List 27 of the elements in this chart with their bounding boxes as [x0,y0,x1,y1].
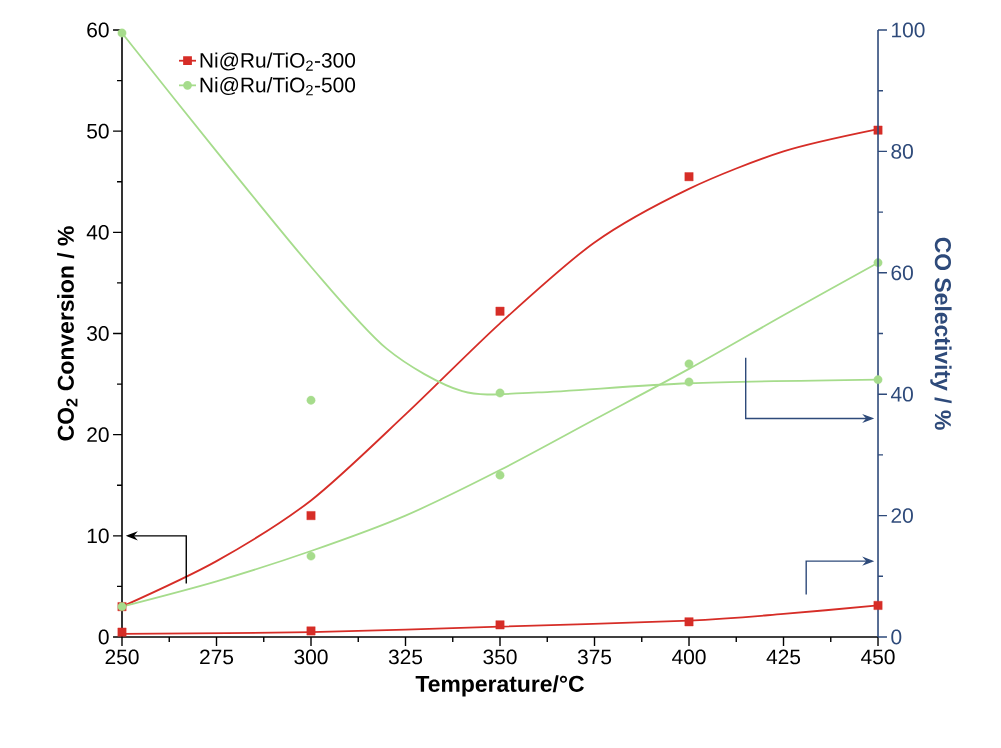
y-tick-label: 20 [87,427,109,443]
y-tick-label: 40 [86,224,109,240]
x-tick-label: 350 [483,649,517,665]
y2-tick-label: 60 [891,265,913,281]
y-axis-title: CO$_{2}$ Conversion / % [57,226,78,441]
y-tick-label: 30 [87,326,109,341]
x-axis-title: Temperature/°C [415,675,584,697]
y-tick-label: 0 [98,629,109,645]
y2-tick-label: 0 [891,629,902,645]
y2-axis-title: CO Selectivity / % [930,237,952,430]
y-tick-label: 50 [87,123,109,139]
x-tick-label: 425 [766,649,801,665]
x-tick-label: 300 [294,649,328,665]
x-tick-label: 400 [672,649,706,665]
legend-label: Ni@Ru/TiO$_{2}$-300 [200,52,356,71]
x-tick-label: 275 [200,649,234,665]
y2-tick-label: 80 [891,143,913,159]
x-tick-label: 250 [105,649,139,665]
y2-tick-label: 20 [891,508,913,523]
legend-label: Ni@Ru/TiO$_{2}$-500 [200,77,356,96]
x-tick-label: 450 [861,649,895,665]
y2-tick-label: 100 [892,22,925,38]
x-tick-label: 375 [577,649,612,665]
y-tick-label: 60 [87,22,109,38]
y-tick-label: 10 [87,528,109,544]
y2-tick-label: 40 [890,386,913,402]
x-tick-label: 325 [388,649,423,665]
